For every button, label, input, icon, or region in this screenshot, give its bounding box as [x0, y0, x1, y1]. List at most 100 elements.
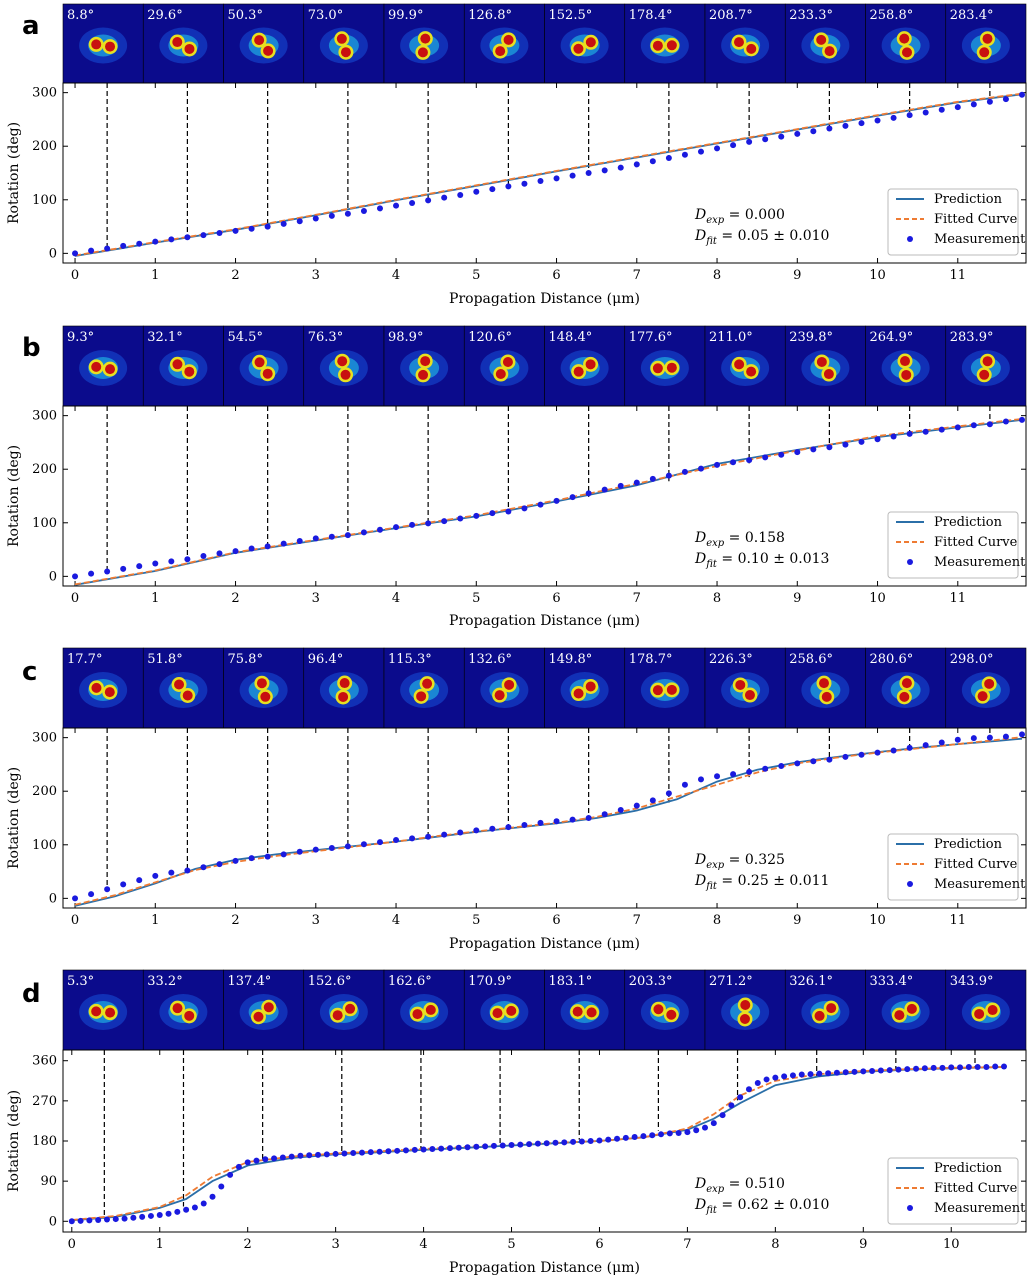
annotation-fit: Dfit = 0.62 ± 0.010: [694, 1197, 829, 1216]
panel-label: c: [22, 657, 37, 687]
thumbnail: 98.9°: [383, 325, 465, 407]
panel-a: a 8.8° 29.6° 50.3° 73.0° 99.9° 126.8° 152.5° 178…: [6, 3, 1027, 307]
measurement-point: [312, 215, 319, 222]
beam-lobe: [91, 682, 102, 693]
legend-measurement-swatch: [907, 881, 913, 887]
annotation-exp-subscript: exp: [706, 215, 725, 226]
beam-lobe: [91, 1006, 102, 1017]
beam-lobe: [105, 364, 116, 375]
measurement-point: [457, 515, 464, 522]
measurement-point: [296, 538, 303, 544]
annotation-exp-subscript: exp: [706, 860, 725, 871]
x-tick-label: 2: [244, 1237, 252, 1252]
thumbnail: 258.6°: [784, 647, 866, 729]
measurement-point: [1018, 731, 1025, 738]
beam-lobe: [735, 679, 746, 690]
x-tick-label: 3: [312, 913, 320, 928]
measurement-point: [393, 524, 400, 531]
measurement-point: [425, 197, 432, 204]
beam-lobe: [495, 46, 506, 57]
measurement-point: [762, 454, 769, 461]
thumbnail: 137.4°: [223, 969, 305, 1051]
measurement-point: [232, 857, 239, 864]
measurement-point: [858, 751, 865, 758]
measurement-point: [490, 1142, 497, 1149]
measurement-point: [425, 520, 432, 527]
thumbnail-angle-label: 326.1°: [789, 974, 833, 989]
beam-lobe: [821, 691, 832, 702]
annotation-fit-symbol: D: [694, 228, 706, 244]
measurement-point: [489, 186, 496, 193]
measurement-point: [605, 1136, 612, 1143]
thumbnail-angle-label: 73.0°: [308, 8, 343, 23]
measurement-point: [376, 526, 383, 533]
y-tick-label: 300: [32, 409, 57, 424]
beam-lobe: [260, 691, 271, 702]
annotation-fit: Dfit = 0.25 ± 0.011: [694, 873, 829, 892]
legend-measurement-swatch: [907, 1205, 913, 1211]
measurement-point: [874, 749, 881, 756]
measurement-point: [262, 1156, 269, 1163]
beam-lobe: [987, 1005, 998, 1016]
measurement-point: [376, 839, 383, 846]
measurement-point: [948, 1064, 955, 1071]
measurement-point: [244, 1159, 251, 1166]
thumbnail: 280.6°: [865, 647, 947, 729]
measurement-point: [121, 1215, 128, 1222]
thumbnail-angle-label: 343.9°: [950, 974, 994, 989]
x-tick-label: 4: [392, 268, 400, 283]
beam-lobe: [254, 357, 265, 368]
thumbnail-angle-label: 283.9°: [950, 330, 994, 345]
measurement-point: [697, 776, 704, 783]
legend-box: [887, 833, 1019, 901]
measurement-point: [939, 1064, 946, 1071]
measurement-point: [810, 758, 817, 765]
thumbnail: 96.4°: [303, 647, 385, 729]
x-tick-label: 7: [633, 268, 641, 283]
measurement-point: [1002, 733, 1009, 740]
measurement-point: [446, 1145, 453, 1152]
thumbnail: 76.3°: [303, 325, 385, 407]
measurement-point: [614, 1135, 621, 1142]
measurement-point: [746, 768, 753, 775]
thumbnail: 54.5°: [223, 325, 305, 407]
measurement-point: [235, 1163, 242, 1170]
thumbnail-angle-label: 280.6°: [870, 652, 914, 667]
annotation-fit-subscript: fit: [705, 236, 718, 247]
thumbnail: 33.2°: [142, 969, 224, 1051]
measurement-point: [851, 1068, 858, 1075]
measurement-point: [344, 843, 351, 850]
beam-lobe: [666, 362, 677, 373]
measurement-point: [104, 886, 111, 893]
measurement-point: [772, 1074, 779, 1081]
x-tick-label: 8: [713, 591, 721, 606]
measurement-point: [1002, 96, 1009, 103]
x-tick-label: 2: [231, 913, 239, 928]
measurement-point: [438, 1145, 445, 1152]
legend-label: Fitted Curve: [934, 535, 1018, 550]
thumbnail-angle-label: 298.0°: [950, 652, 994, 667]
measurement-point: [970, 101, 977, 108]
measurement-points: [72, 91, 1025, 257]
y-tick-label: 0: [49, 246, 57, 261]
panel-c: c 17.7° 51.8° 75.8° 96.4° 115.3° 132.6° 149.8° 1…: [6, 647, 1027, 952]
measurement-point: [288, 1153, 295, 1160]
measurement-point: [826, 444, 833, 451]
measurement-point: [209, 1193, 216, 1200]
legend-label: Fitted Curve: [934, 212, 1018, 227]
annotation-exp-value: = 0.158: [724, 530, 785, 546]
x-tick-label: 9: [793, 913, 801, 928]
measurement-point: [860, 1068, 867, 1075]
beam-lobe: [733, 37, 744, 48]
measurement-point: [681, 151, 688, 158]
thumbnail: 211.0°: [704, 325, 786, 407]
beam-lobe: [984, 678, 995, 689]
measurement-point: [681, 781, 688, 788]
measurement-point: [473, 1143, 480, 1150]
x-tick-label: 10: [943, 1237, 960, 1252]
legend-label: Measurement: [934, 232, 1026, 247]
measurement-point: [585, 490, 592, 497]
measurement-point: [826, 756, 833, 763]
measurement-point: [1001, 1063, 1008, 1070]
measurement-point: [798, 1071, 805, 1078]
